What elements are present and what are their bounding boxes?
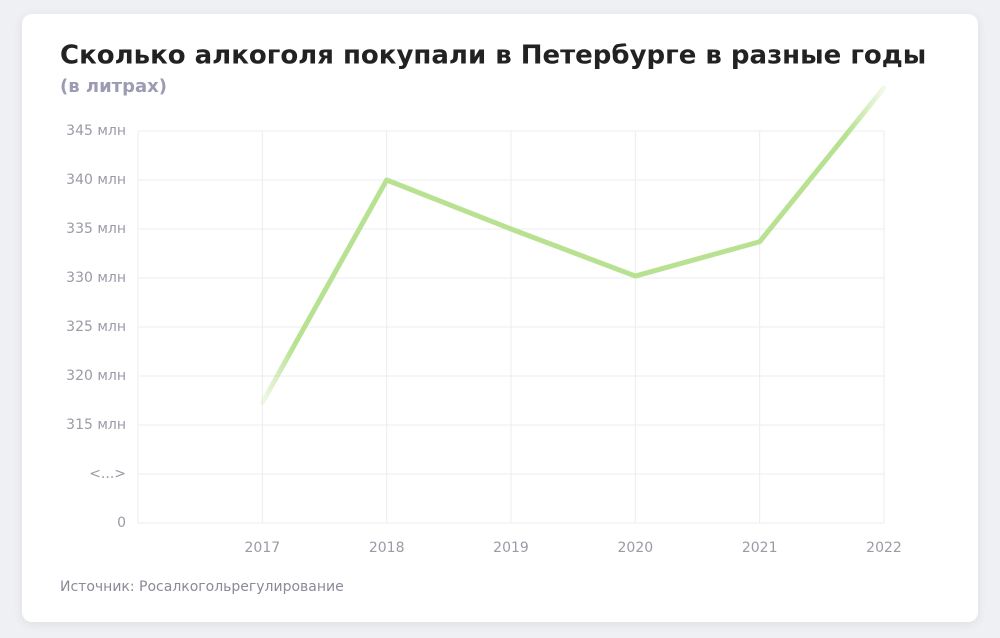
x-tick-label: 2018 — [369, 540, 405, 556]
x-tick-label: 2022 — [866, 540, 902, 556]
y-tick-label: 320 млн — [66, 368, 126, 384]
y-tick-label: 325 млн — [66, 319, 126, 335]
y-tick-label: 345 млн — [66, 123, 126, 139]
x-tick-label: 2019 — [493, 540, 529, 556]
chart-title: Сколько алкоголя покупали в Петербурге в… — [60, 41, 926, 71]
card — [22, 14, 978, 622]
y-tick-label: 330 млн — [66, 270, 126, 286]
y-tick-label: 335 млн — [66, 221, 126, 237]
chart-subtitle: (в литрах) — [60, 76, 167, 97]
data-line — [259, 85, 887, 405]
y-tick-label: 0 — [117, 515, 126, 531]
x-tick-label: 2020 — [618, 540, 654, 556]
x-tick-label: 2021 — [742, 540, 778, 556]
x-tick-label: 2017 — [245, 540, 281, 556]
axis-break-label: <...> — [89, 466, 126, 482]
y-tick-label: 315 млн — [66, 417, 126, 433]
source: Источник: Росалкогольрегулирование — [60, 579, 344, 595]
y-tick-label: 340 млн — [66, 172, 126, 188]
